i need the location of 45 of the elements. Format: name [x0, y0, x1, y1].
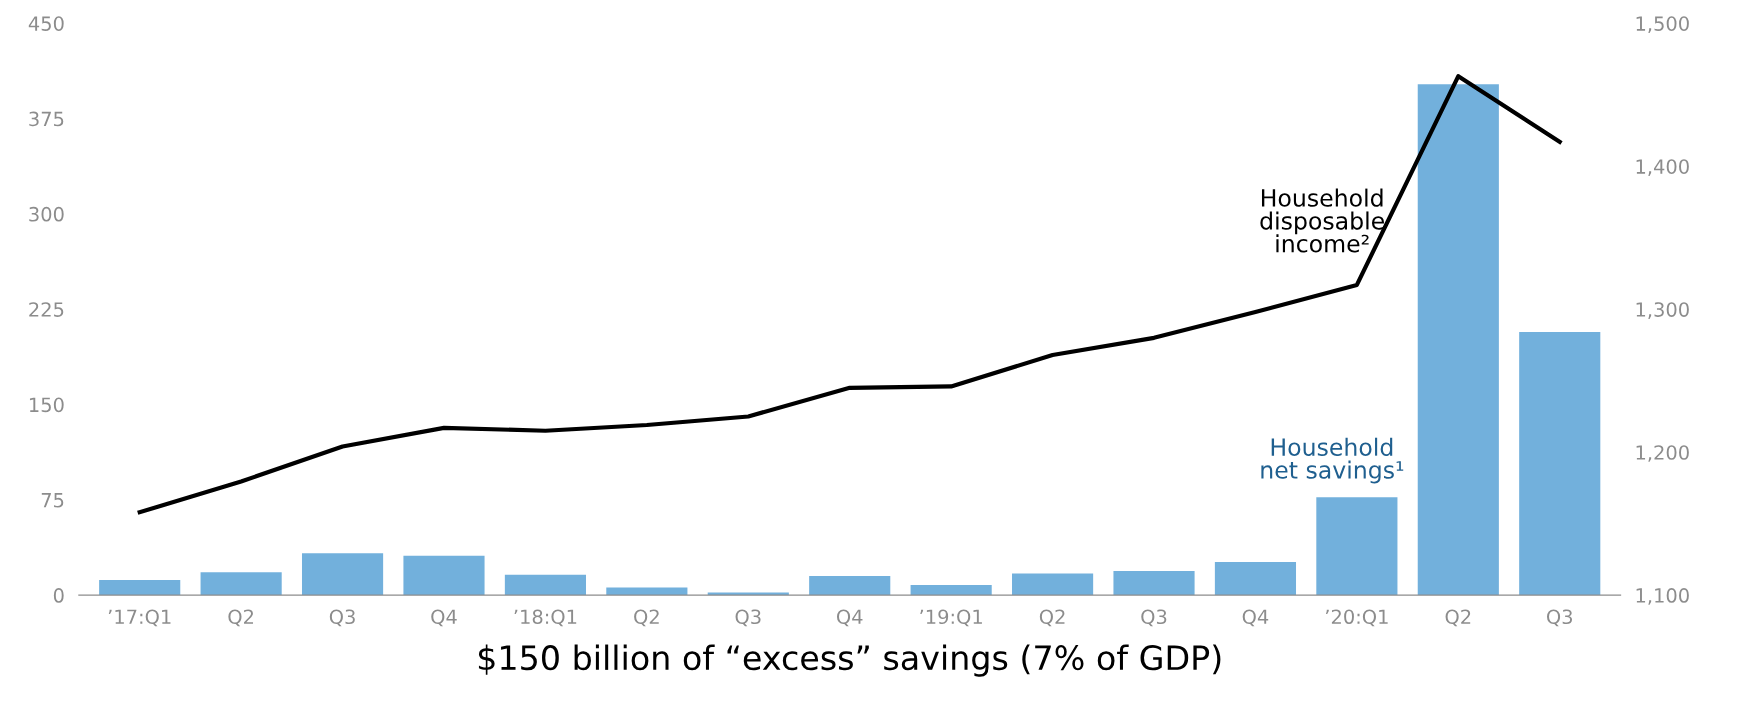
bar: [1519, 332, 1601, 596]
bar: [200, 572, 282, 596]
x-tick-label: Q3: [735, 609, 761, 627]
x-tick-label: ’18:Q1: [514, 609, 577, 627]
bar: [301, 553, 384, 596]
y-tick-label: 225: [29, 302, 64, 317]
y2-tick-label: 1,500: [1636, 16, 1689, 33]
bar: [606, 587, 688, 596]
series-label: Household net savings¹: [1261, 437, 1404, 484]
x-tick-label: Q3: [1546, 609, 1573, 627]
y-tick-label: 150: [29, 397, 64, 413]
y2-tick-label: 1,100: [1636, 588, 1689, 605]
x-tick-label: ’20:Q1: [1325, 609, 1388, 627]
y-tick-label: 0: [53, 588, 64, 603]
x-tick-label: Q4: [431, 609, 457, 627]
x-tick-label: Q3: [329, 609, 355, 627]
bar: [1113, 571, 1195, 596]
x-tick-label: Q4: [1242, 609, 1269, 627]
x-tick-label: ’17:Q1: [108, 609, 171, 627]
x-tick-label: Q4: [836, 609, 863, 627]
y-tick-label: 375: [29, 111, 64, 127]
bar: [1316, 497, 1398, 596]
bar: [1214, 562, 1297, 596]
x-tick-label: ’19:Q1: [920, 609, 982, 627]
bar: [1012, 573, 1094, 596]
y2-tick-label: 1,400: [1636, 159, 1689, 176]
y-tick-label: 450: [28, 16, 64, 31]
y2-tick-label: 1,200: [1636, 445, 1689, 462]
line-series: [137, 74, 1562, 515]
bar: [809, 576, 891, 596]
bar: [99, 579, 181, 596]
series-label: Household disposable income²: [1260, 188, 1384, 253]
bar: [910, 584, 992, 596]
x-tick-label: Q2: [228, 609, 254, 627]
bar: [403, 555, 485, 596]
x-tick-label: Q3: [1141, 609, 1167, 627]
x-axis-title: $150 billion of “excess” savings (7% of GDP): [478, 644, 1221, 677]
bar: [1417, 84, 1499, 596]
bar: [504, 574, 586, 596]
x-tick-label: Q2: [634, 609, 659, 627]
x-tick-label: Q2: [1445, 609, 1471, 627]
x-tick-label: Q2: [1039, 609, 1065, 627]
y-tick-label: 300: [29, 206, 64, 222]
y2-tick-label: 1,300: [1636, 302, 1689, 319]
y-tick-label: 75: [41, 493, 64, 508]
